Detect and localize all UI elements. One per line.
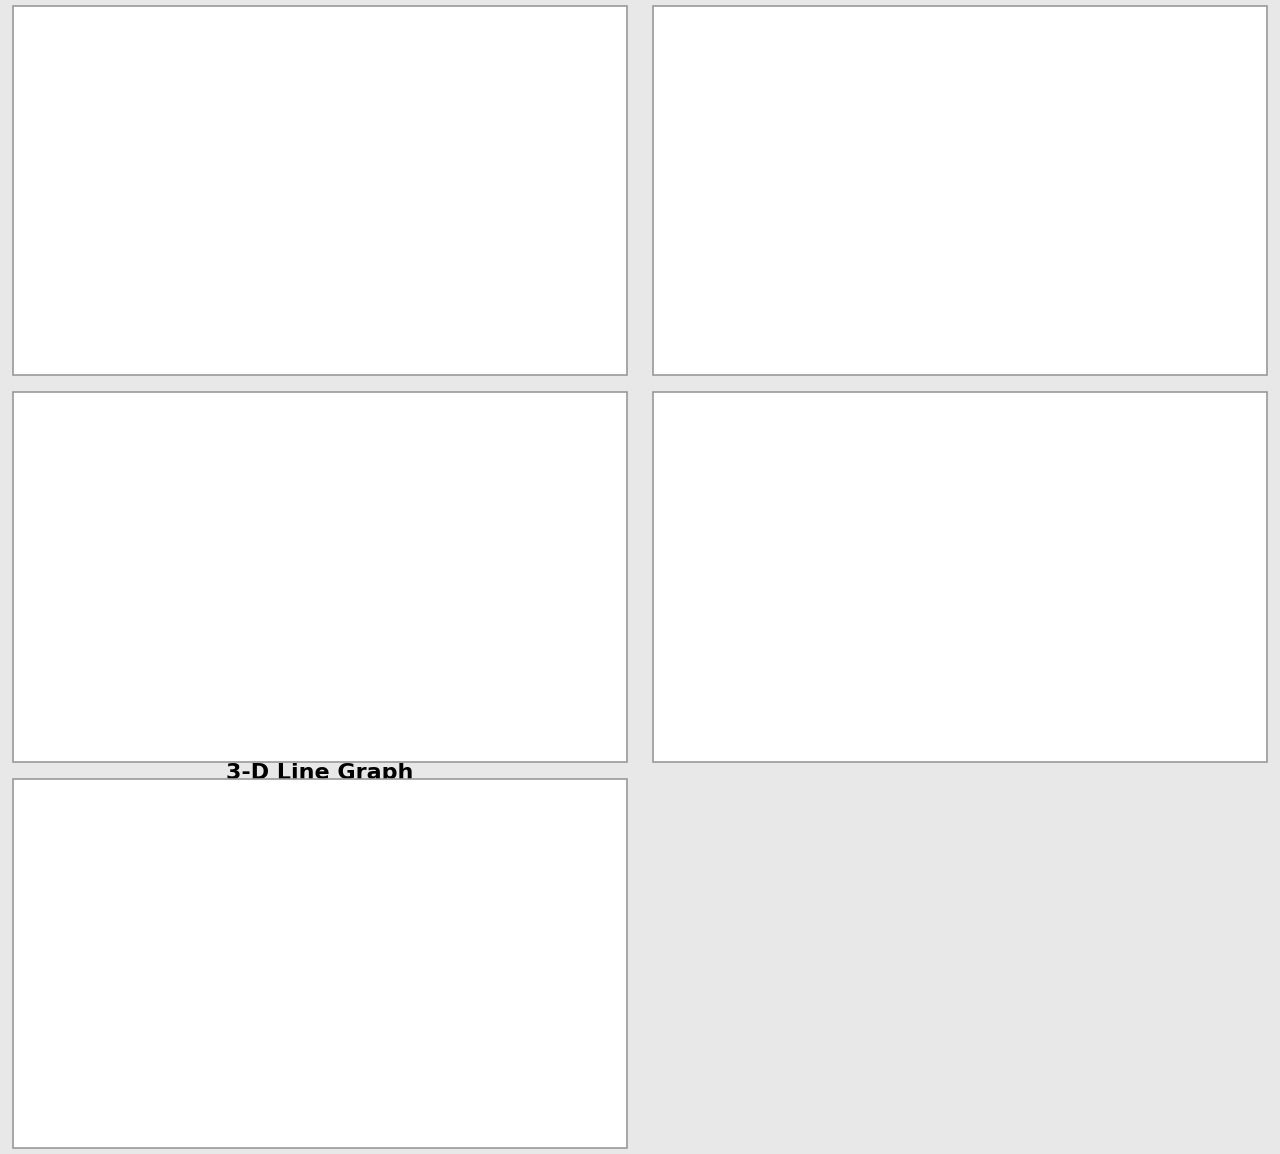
Title: 100% Stacked Line Graph: 100% Stacked Line Graph [122, 414, 442, 434]
Title: Marked Line Graph: Marked Line Graph [803, 414, 1041, 434]
Legend: Push-Ups, Sit-Ups: Push-Ups, Sit-Ups [1101, 505, 1231, 579]
Legend: Push-Ups, Sit-Ups: Push-Ups, Sit-Ups [396, 891, 498, 939]
Legend: Sit-Ups, Push-Ups: Sit-Ups, Push-Ups [461, 505, 591, 579]
Title: Line Graph: Line Graph [214, 28, 349, 47]
Legend: Sit-Ups, Push-Ups: Sit-Ups, Push-Ups [1101, 119, 1231, 193]
Legend: Push-Ups, Sit-Ups: Push-Ups, Sit-Ups [461, 119, 591, 193]
Title: Stacked Line Graph: Stacked Line Graph [800, 28, 1043, 47]
Title: 3-D Line Graph: 3-D Line Graph [227, 764, 413, 784]
